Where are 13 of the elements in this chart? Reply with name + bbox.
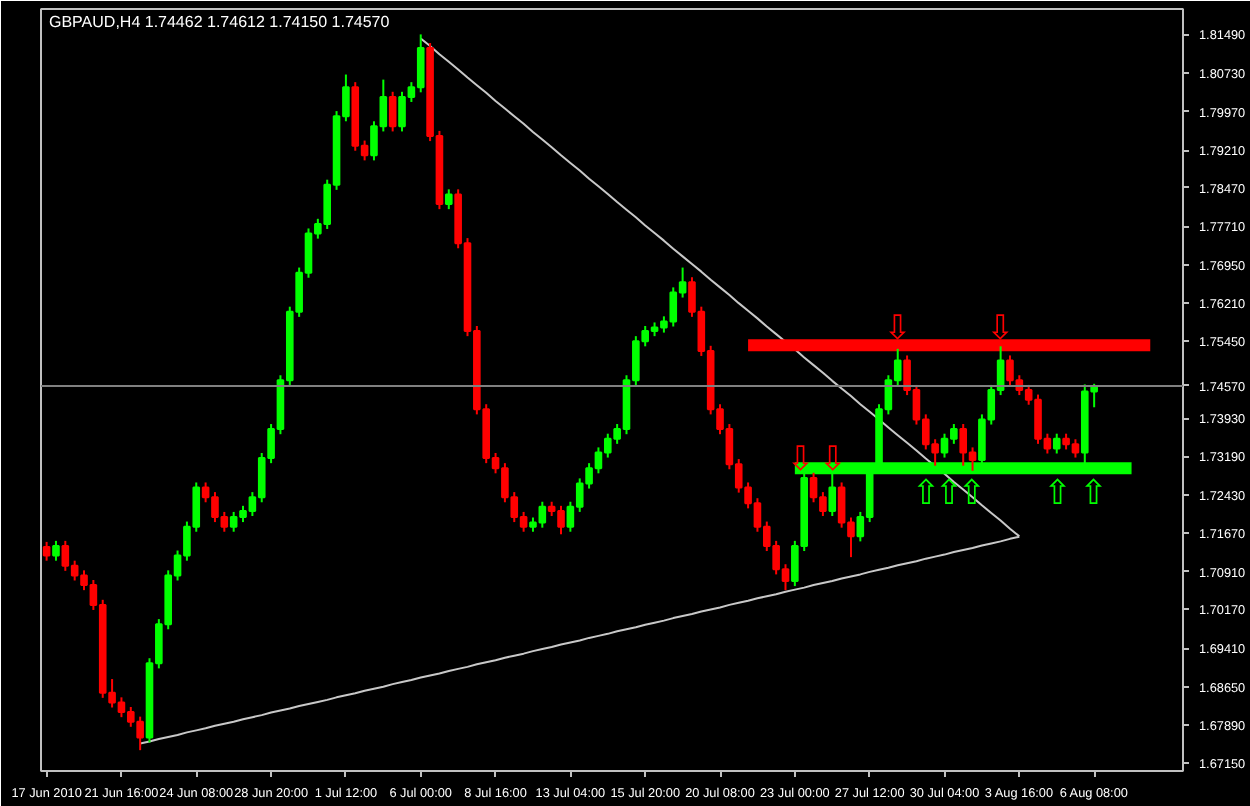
- candlestick: [416, 33, 425, 94]
- annotation: ⇩: [883, 309, 912, 350]
- chart-title: GBPAUD,H4 1.74462 1.74612 1.74150 1.74570: [49, 13, 391, 31]
- annotation: ⇧: [1043, 473, 1072, 514]
- annotation: ⇩: [986, 309, 1015, 350]
- annotation: ⇧: [1079, 473, 1108, 514]
- candlestick: [388, 90, 397, 133]
- candlestick: [444, 188, 453, 211]
- candlestick: [959, 423, 968, 467]
- candlestick: [61, 539, 70, 572]
- candlestick: [1052, 432, 1061, 455]
- candlestick: [52, 539, 60, 562]
- candlestick: [42, 540, 51, 562]
